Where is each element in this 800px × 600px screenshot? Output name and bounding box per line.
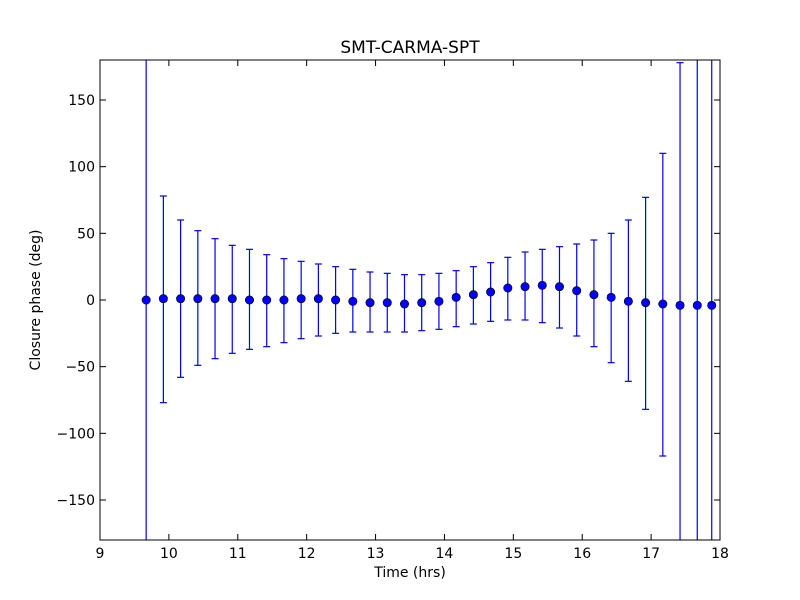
data-point <box>641 298 651 308</box>
y-tick-label: 100 <box>68 160 95 176</box>
y-axis-title: Closure phase (deg) <box>28 230 44 371</box>
data-point <box>589 290 599 300</box>
data-point <box>692 300 702 310</box>
data-point <box>520 282 530 292</box>
x-tick-label: 13 <box>367 546 385 562</box>
data-point <box>554 282 564 292</box>
y-tick-label: 50 <box>77 226 95 242</box>
x-tick-label: 15 <box>504 546 522 562</box>
x-tick-label: 18 <box>711 546 729 562</box>
data-point <box>296 294 306 304</box>
data-point <box>331 295 341 305</box>
data-point <box>503 283 513 293</box>
data-point <box>365 298 375 308</box>
data-point <box>279 295 289 305</box>
x-tick-label: 17 <box>642 546 660 562</box>
x-tick-label: 14 <box>436 546 454 562</box>
ticks-layer: 9 10 11 12 13 14 15 16 17 18 −150 −100 −50 0 50 100 150 <box>57 60 729 562</box>
data-point <box>210 294 220 304</box>
y-tick-label: −100 <box>57 426 95 442</box>
data-point <box>468 290 478 300</box>
data-point <box>623 296 633 306</box>
plot-layer <box>141 60 717 540</box>
y-tick-label: −150 <box>57 493 95 509</box>
data-point <box>399 299 409 309</box>
x-tick-label: 9 <box>96 546 105 562</box>
data-point <box>193 294 203 304</box>
data-point <box>313 294 323 304</box>
plot-frame <box>99 59 721 541</box>
data-point <box>434 296 444 306</box>
x-tick-label: 16 <box>573 546 591 562</box>
data-point <box>262 295 272 305</box>
data-point <box>227 294 237 304</box>
data-point <box>658 299 668 309</box>
y-tick-label: 0 <box>86 293 95 309</box>
y-tick-label: 150 <box>68 93 95 109</box>
x-tick-label: 11 <box>229 546 247 562</box>
data-point <box>382 298 392 308</box>
data-point <box>537 280 547 290</box>
data-point <box>486 287 496 297</box>
data-point <box>675 300 685 310</box>
data-point <box>244 295 254 305</box>
x-tick-label: 12 <box>298 546 316 562</box>
data-point <box>707 300 717 310</box>
y-tick-label: −50 <box>65 360 95 376</box>
data-point <box>348 296 358 306</box>
data-point <box>176 294 186 304</box>
data-point <box>158 294 168 304</box>
data-point <box>417 298 427 308</box>
x-axis-title: Time (hrs) <box>373 565 446 581</box>
chart-title: SMT-CARMA-SPT <box>340 38 480 58</box>
data-point <box>572 286 582 296</box>
data-point <box>606 292 616 302</box>
x-tick-label: 10 <box>160 546 178 562</box>
data-point <box>141 295 151 305</box>
data-point <box>451 292 461 302</box>
